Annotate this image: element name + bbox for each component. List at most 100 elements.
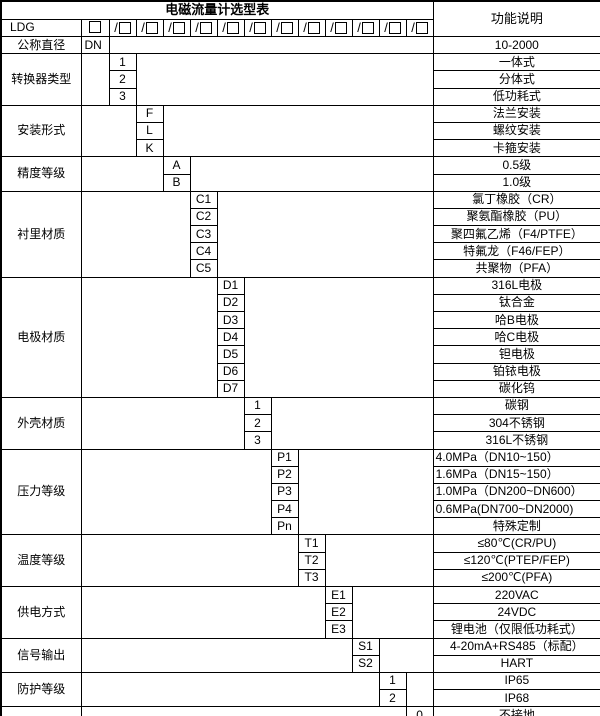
code-cell: Pn [270, 517, 299, 536]
model-code-slot-6: / [243, 19, 272, 37]
checkbox-icon [307, 21, 320, 34]
code-cell: S1 [351, 637, 380, 656]
code-cell: P4 [270, 500, 299, 519]
code-cell: T1 [297, 534, 326, 553]
description-cell: 1.0级 [432, 173, 600, 192]
code-cell: C5 [189, 259, 218, 278]
spacer-cell [352, 586, 434, 639]
code-cell: D1 [216, 276, 245, 295]
spacer-cell [81, 396, 244, 450]
spacer-cell [406, 671, 434, 708]
description-cell: 法兰安装 [432, 104, 600, 123]
code-cell: C1 [189, 190, 218, 209]
description-cell: 钽电极 [432, 345, 600, 364]
description-cell: IP65 [432, 671, 600, 691]
model-prefix: LDG [0, 19, 82, 37]
spacer-cell [109, 35, 434, 55]
table-title: 电磁流量计选型表 [1, 1, 434, 20]
checkbox-icon [89, 21, 101, 34]
model-code-slot-4: / [189, 19, 218, 37]
code-cell: D2 [216, 293, 245, 313]
spacer-cell [298, 448, 434, 536]
category-label-housing-material: 外壳材质 [0, 396, 82, 450]
slash-separator: / [249, 19, 253, 35]
code-cell: D6 [216, 362, 245, 381]
description-cell: 碳钢 [432, 396, 600, 416]
spacer-cell [81, 53, 109, 106]
description-cell: ≤120℃(PTEP/FEP) [432, 551, 600, 570]
code-cell: D7 [216, 379, 245, 398]
slash-separator: / [357, 19, 361, 35]
spacer-cell [379, 637, 434, 673]
description-cell: 特氟龙（F46/FEP） [432, 242, 600, 261]
slash-separator: / [411, 19, 415, 35]
code-cell: E1 [324, 585, 353, 605]
description-cell: 卡箍安装 [432, 139, 600, 158]
model-code-slot-1: / [108, 19, 137, 37]
category-label-nominal-diameter: 公称直径 [0, 35, 82, 55]
description-cell: 4.0MPa（DN10~150） [432, 448, 600, 467]
code-cell: C4 [189, 242, 218, 261]
spacer-cell [271, 396, 434, 450]
model-code-slot-2: / [135, 19, 164, 37]
slash-separator: / [114, 19, 118, 35]
spacer-cell [81, 671, 379, 708]
code-cell: D3 [216, 310, 245, 330]
slash-separator: / [222, 19, 226, 35]
description-cell: 螺纹安装 [432, 121, 600, 141]
category-label-temperature-class: 温度等级 [0, 534, 82, 587]
description-cell: 钛合金 [432, 293, 600, 313]
slash-separator: / [195, 19, 199, 35]
spacer-cell [81, 104, 136, 158]
checkbox-icon [199, 21, 212, 34]
code-cell: K [135, 139, 164, 158]
checkbox-icon [118, 21, 131, 34]
description-cell: 低功耗式 [432, 87, 600, 106]
description-cell: 铂铱电极 [432, 362, 600, 381]
checkbox-icon [415, 21, 428, 34]
description-cell: ≤80℃(CR/PU) [432, 534, 600, 553]
model-code-slot-5: / [216, 19, 245, 37]
code-cell: D4 [216, 328, 245, 347]
checkbox-icon [226, 21, 239, 34]
description-cell: 特殊定制 [432, 517, 600, 536]
checkbox-icon [280, 21, 293, 34]
model-code-slot-10: / [351, 19, 380, 37]
description-cell: 4-20mA+RS485（标配） [432, 637, 600, 656]
category-label-signal-output: 信号输出 [0, 637, 82, 673]
description-cell: 一体式 [432, 53, 600, 72]
category-label-pressure-class: 压力等级 [0, 448, 82, 536]
description-cell: 1.0MPa（DN200~DN600） [432, 482, 600, 502]
description-cell: 0.6MPa(DN700~DN2000) [432, 500, 600, 519]
checkbox-icon [172, 21, 185, 34]
checkbox-icon [361, 21, 374, 34]
code-cell: E2 [324, 603, 353, 622]
spacer-cell [81, 706, 406, 716]
checkbox-icon [253, 21, 266, 34]
description-cell: 聚氨酯橡胶（PU） [432, 207, 600, 227]
model-code-slot-8: / [297, 19, 326, 37]
model-code-slot-0 [80, 19, 110, 37]
description-cell: 316L电极 [432, 276, 600, 295]
code-cell: 1 [243, 396, 272, 416]
description-cell: 分体式 [432, 70, 600, 89]
function-description-header: 功能说明 [432, 0, 600, 37]
slash-separator: / [303, 19, 307, 35]
code-cell: 2 [243, 414, 272, 433]
description-cell: 316L不锈钢 [432, 431, 600, 450]
slash-separator: / [330, 19, 334, 35]
model-code-slot-3: / [162, 19, 191, 37]
description-cell: 不接地 [432, 706, 600, 716]
spacer-cell [217, 190, 434, 278]
code-cell: P2 [270, 465, 299, 484]
checkbox-icon [334, 21, 347, 34]
model-code-slot-9: / [324, 19, 353, 37]
category-label-electrode-material: 电极材质 [0, 276, 82, 398]
spacer-cell [136, 53, 434, 106]
code-cell: L [135, 121, 164, 141]
category-label-lining-material: 衬里材质 [0, 190, 82, 278]
spacer-cell [325, 534, 434, 587]
code-cell: 2 [108, 70, 137, 89]
description-cell: 220VAC [432, 585, 600, 605]
